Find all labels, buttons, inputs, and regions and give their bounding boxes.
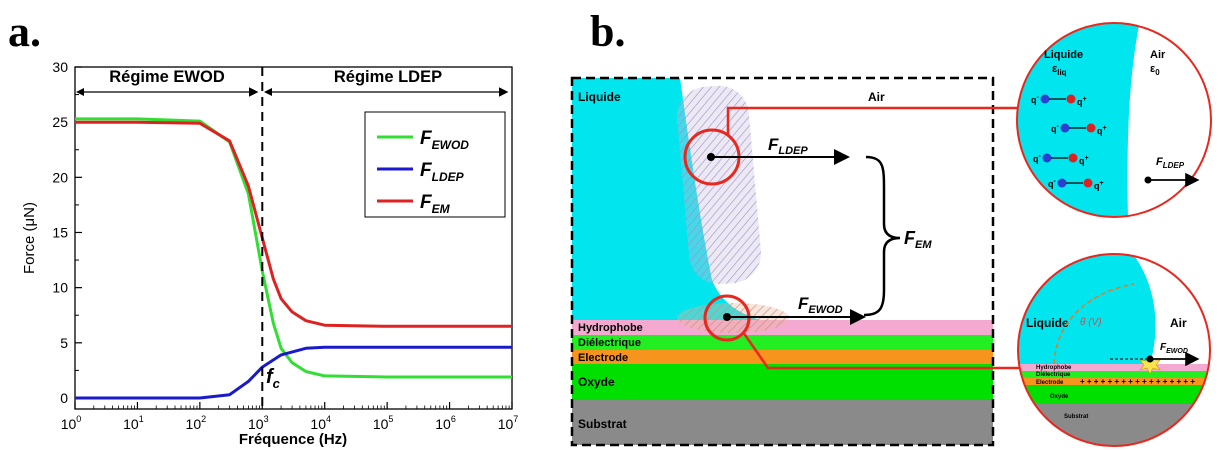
electrode-layer	[572, 350, 993, 364]
panel-letter-b: b.	[590, 7, 625, 56]
dipole-negative-charge	[1057, 178, 1067, 188]
x-axis-label: Fréquence (Hz)	[239, 431, 347, 448]
ldep-force-label: FLDEP	[768, 135, 808, 157]
plot-frame	[74, 66, 513, 410]
ldep-connector	[726, 106, 1020, 135]
zoom-bot-charges: + + + + + + + + + + + + + + + + +	[1080, 377, 1195, 386]
x-tick-label: 104	[310, 414, 331, 432]
zoom-bot-border	[1017, 253, 1211, 447]
dielectric-layer	[572, 335, 993, 350]
y-tick-label: 5	[60, 335, 68, 351]
substrate-layer	[572, 400, 993, 445]
hydrophobe-layer	[572, 320, 993, 335]
y-tick-label: 15	[52, 224, 68, 240]
series-line-ldep	[75, 345, 512, 400]
series-line-ewod	[75, 117, 512, 379]
oxyde-label: Oxyde	[578, 375, 615, 389]
zoom-top-eps-liq: εliq	[1052, 63, 1067, 77]
dipole-negative-charge	[1040, 94, 1050, 104]
electrode-label: Electrode	[578, 352, 628, 364]
x-tick-label: 102	[186, 414, 207, 432]
zoom-top-border	[1016, 22, 1212, 218]
zoom-bot-hydrophobe	[1018, 364, 1210, 371]
x-tick-label: 106	[435, 414, 456, 432]
em-force-label: FEM	[904, 228, 932, 251]
zoom-top-liquid-label: Liquide	[1044, 49, 1083, 61]
zoom-bot-dielectric-label: Diélectrique	[1036, 372, 1071, 378]
zoom-bot-oxyde-label: Oxyde	[1050, 394, 1069, 400]
regime-ewod-arrow-left-head	[76, 88, 84, 96]
ewod-force-label: FEWOD	[798, 294, 843, 316]
sum-brace	[863, 155, 901, 317]
zoom-bot-liquid-label: Liquide	[1026, 316, 1069, 330]
dipole-positive-charge	[1086, 123, 1096, 133]
legend: FEWOD FLDEP FEM	[364, 111, 506, 218]
zoom-bot-electrode	[1018, 378, 1210, 385]
legend-label-ewod: FEWOD	[420, 128, 469, 152]
diagram-air-label: Air	[868, 90, 885, 104]
diagram-frame	[570, 76, 995, 447]
dipole-q-plus-label: q+	[1094, 180, 1104, 191]
cutoff-label: fc	[266, 366, 281, 391]
regime-ldep-arrow-left-head	[264, 88, 272, 96]
dielectric-label: Diélectrique	[578, 337, 641, 349]
regime-ldep-label: Régime LDEP	[334, 68, 442, 86]
legend-label-ldep: FLDEP	[420, 160, 465, 184]
regime-ewod-label: Régime EWOD	[109, 68, 225, 86]
dipole-q-plus-label: q+	[1079, 155, 1089, 166]
dipole-q-minus-label: q-	[1051, 123, 1060, 134]
hydrophobe-label: Hydrophobe	[578, 322, 643, 334]
liquid-region	[572, 78, 760, 320]
contact-line-spark	[1139, 355, 1161, 375]
zoom-bot-hydrophobe-label: Hydrophobe	[1036, 365, 1072, 371]
dipole-negative-charge	[1060, 123, 1070, 133]
dipole-positive-charge	[1066, 94, 1076, 104]
y-tick-label: 0	[60, 390, 68, 406]
y-tick-label: 30	[52, 59, 68, 75]
electrowetting-diagram: Liquide Air Hydrophobe Diélectrique Elec…	[570, 76, 1020, 447]
zoom-top-force-label: FLDEP	[1156, 156, 1185, 170]
dipole-q-minus-label: q-	[1033, 153, 1042, 164]
dipole-q-plus-label: q+	[1097, 125, 1107, 136]
contact-angle-label: θ (V)	[1080, 317, 1102, 328]
dipole-positive-charge	[1083, 178, 1093, 188]
oxyde-layer	[572, 364, 993, 400]
ldep-zoom-circle: Liquide εliq Air ε0 q-q+ q-q+ q-q+ q-q+ FLD…	[1016, 22, 1212, 218]
zoom-bot-oxyde	[1018, 385, 1210, 404]
y-tick-label: 20	[52, 169, 68, 185]
force-frequency-chart: 0 5 10 15 20 25 30 100 101 102 103 104 105 106 107 Ré…	[21, 59, 518, 448]
zoom-top-air-label: Air	[1150, 49, 1166, 61]
dipole-negative-charge	[1042, 153, 1052, 163]
series-line-em	[75, 120, 512, 328]
dipole-q-minus-label: q-	[1031, 94, 1040, 105]
dipole-q-plus-label: q+	[1077, 96, 1087, 107]
ewod-zoom-circle: Liquide Air θ (V) FEWOD Hydrophobe Diéle…	[1017, 253, 1211, 447]
x-tick-label: 101	[123, 414, 144, 432]
dipole-q-minus-label: q-	[1048, 178, 1057, 189]
y-axis-label: Force (μN)	[21, 202, 38, 274]
x-tick-label: 105	[373, 414, 394, 432]
ewod-connector	[741, 331, 1020, 370]
zoom-bot-dielectric	[1018, 371, 1210, 378]
panel-letter-a: a.	[8, 7, 41, 56]
substrate-label: Substrat	[578, 417, 627, 431]
y-tick-label: 25	[52, 114, 68, 130]
diagram-liquid-label: Liquide	[578, 90, 621, 104]
zoom-top-eps-0: ε0	[1150, 63, 1160, 77]
zoom-bot-substrate-label: Substrat	[1064, 414, 1088, 420]
zoom-bot-air-label: Air	[1170, 316, 1187, 330]
dipole-positive-charge	[1068, 153, 1078, 163]
zoom-bot-electrode-label: Electrode	[1036, 380, 1064, 386]
x-tick-label: 107	[498, 414, 519, 432]
zoom-top-liquid	[1017, 23, 1140, 217]
x-tick-label: 103	[248, 414, 269, 432]
zoom-bot-force-label: FEWOD	[1160, 342, 1188, 355]
y-tick-label: 10	[52, 280, 68, 296]
contact-angle-arc	[1053, 283, 1135, 365]
legend-label-em: FEM	[420, 192, 451, 216]
x-tick-label: 100	[61, 414, 82, 432]
zoom-bot-substrate	[1018, 404, 1210, 446]
